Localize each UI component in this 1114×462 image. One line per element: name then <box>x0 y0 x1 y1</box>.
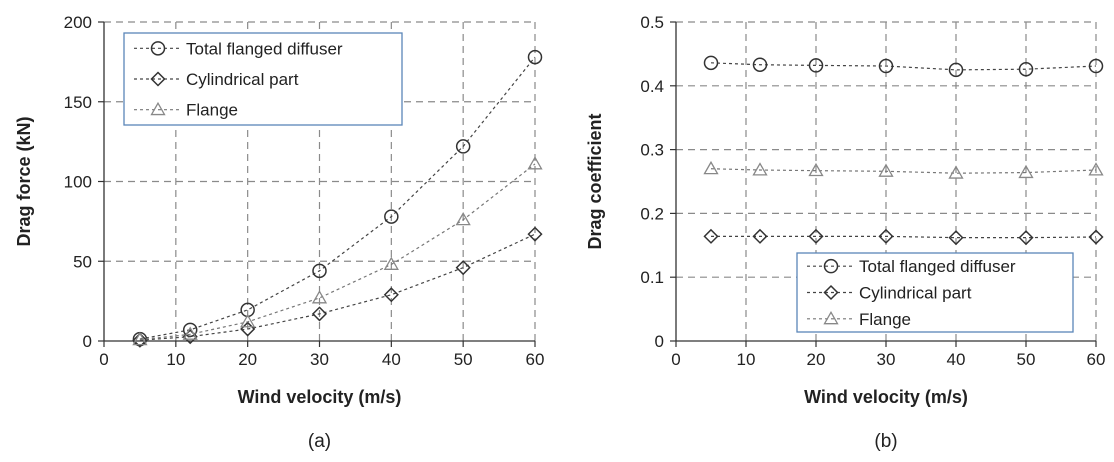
y-tick-label-0-5: 0.5 <box>640 13 664 32</box>
point-total-flanged-diffuser-60 <box>527 49 543 65</box>
legend-marker-cylindrical-part <box>150 71 166 87</box>
x-tick-label-30: 30 <box>877 350 896 369</box>
x-tick-label-60: 60 <box>526 350 545 369</box>
x-axis-label: Wind velocity (m/s) <box>804 387 968 407</box>
legend: Total flanged diffuser Cylindrical part Fl… <box>123 32 403 126</box>
point-cylindrical-part-20 <box>808 228 824 244</box>
point-cylindrical-part-12 <box>752 228 768 244</box>
point-cylindrical-part-50 <box>1018 230 1034 246</box>
x-tick-label-10: 10 <box>166 350 185 369</box>
legend-label-cylindrical-part: Cylindrical part <box>186 70 299 89</box>
y-tick-label-0: 0 <box>83 332 92 351</box>
y-tick-label-150: 150 <box>64 93 92 112</box>
y-tick-label-0-4: 0.4 <box>640 77 664 96</box>
x-tick-label-30: 30 <box>310 350 329 369</box>
legend-label-cylindrical-part: Cylindrical part <box>859 284 972 303</box>
legend-label-total-flanged-diffuser: Total flanged diffuser <box>859 257 1016 276</box>
point-total-flanged-diffuser-30 <box>878 58 894 74</box>
x-tick-label-20: 20 <box>807 350 826 369</box>
point-total-flanged-diffuser-40 <box>948 62 964 78</box>
series-line-total-flanged-diffuser <box>139 56 536 340</box>
series-line-flange <box>710 168 1097 174</box>
series-total-flanged-diffuser <box>703 55 1104 78</box>
point-cylindrical-part-40 <box>948 230 964 246</box>
point-cylindrical-part-60 <box>527 226 543 242</box>
series-line-total-flanged-diffuser <box>710 62 1097 71</box>
x-axis-label: Wind velocity (m/s) <box>238 387 402 407</box>
legend-label-total-flanged-diffuser: Total flanged diffuser <box>186 39 343 58</box>
point-flange-30 <box>878 163 894 177</box>
x-tick-label-0: 0 <box>99 350 108 369</box>
point-flange-20 <box>240 314 256 328</box>
x-tick-label-40: 40 <box>947 350 966 369</box>
point-flange-12 <box>182 326 198 340</box>
x-tick-label-50: 50 <box>454 350 473 369</box>
point-flange-40 <box>383 256 399 270</box>
x-tick-label-20: 20 <box>238 350 257 369</box>
legend-marker-flange <box>150 101 166 116</box>
point-flange-60 <box>1088 162 1104 176</box>
y-tick-label-0-2: 0.2 <box>640 204 664 223</box>
point-total-flanged-diffuser-50 <box>455 139 471 154</box>
y-axis-label: Drag force (kN) <box>14 116 34 246</box>
point-flange-60 <box>527 156 543 170</box>
legend-marker-total-flanged-diffuser <box>823 258 839 274</box>
legend-marker-cylindrical-part <box>823 284 839 301</box>
point-cylindrical-part-30 <box>311 306 328 322</box>
point-flange-30 <box>311 290 328 304</box>
panel-label: (b) <box>874 431 897 452</box>
point-total-flanged-diffuser-50 <box>1018 61 1034 77</box>
x-tick-label-50: 50 <box>1017 350 1036 369</box>
point-cylindrical-part-5 <box>132 332 148 348</box>
y-tick-label-0: 0 <box>655 332 664 351</box>
x-tick-label-40: 40 <box>382 350 401 369</box>
panel-label: (a) <box>308 431 331 452</box>
point-cylindrical-part-30 <box>878 228 894 244</box>
chart-drag-coefficient: 0 10 20 30 40 50 60 0 0.1 0.2 0.3 0.4 0.5 Wind veloci… <box>585 13 1106 452</box>
legend-marker-flange <box>823 311 839 325</box>
series-line-flange <box>139 163 536 341</box>
point-flange-50 <box>455 211 471 226</box>
y-tick-label-0-3: 0.3 <box>640 141 664 160</box>
legend-label-flange: Flange <box>186 101 238 120</box>
y-axis-label: Drag coefficient <box>585 113 605 249</box>
point-cylindrical-part-60 <box>1088 229 1104 245</box>
point-total-flanged-diffuser-12 <box>752 57 768 72</box>
legend-marker-total-flanged-diffuser <box>150 41 166 56</box>
point-flange-50 <box>1018 164 1034 179</box>
legend-label-flange: Flange <box>859 310 911 329</box>
chart-drag-force: 0 10 20 30 40 50 60 0 50 100 150 200 Wind velocity (… <box>14 13 545 452</box>
series-flange <box>703 160 1104 179</box>
series-line-cylindrical-part <box>711 235 1097 239</box>
series-line-cylindrical-part <box>139 233 536 341</box>
y-tick-label-200: 200 <box>64 13 92 32</box>
point-total-flanged-diffuser-60 <box>1088 58 1104 74</box>
x-tick-label-60: 60 <box>1087 350 1106 369</box>
point-flange-5 <box>132 331 148 346</box>
point-flange-5 <box>703 160 719 175</box>
point-total-flanged-diffuser-30 <box>312 263 327 279</box>
y-tick-label-100: 100 <box>64 173 92 192</box>
point-cylindrical-part-5 <box>703 228 719 244</box>
point-flange-40 <box>948 165 964 179</box>
point-cylindrical-part-40 <box>383 287 399 303</box>
series-cylindrical-part <box>703 228 1104 246</box>
y-tick-label-0-1: 0.1 <box>640 268 664 287</box>
point-flange-12 <box>752 162 768 176</box>
point-total-flanged-diffuser-40 <box>384 209 399 224</box>
y-tick-label-50: 50 <box>73 252 92 271</box>
x-tick-label-0: 0 <box>671 350 680 369</box>
point-total-flanged-diffuser-5 <box>703 55 719 71</box>
point-flange-20 <box>808 162 824 177</box>
x-tick-label-10: 10 <box>737 350 756 369</box>
legend: Total flanged diffuser Cylindrical part Fl… <box>796 252 1074 333</box>
series-flange <box>132 156 543 346</box>
point-total-flanged-diffuser-20 <box>808 58 824 73</box>
point-cylindrical-part-50 <box>455 260 471 276</box>
